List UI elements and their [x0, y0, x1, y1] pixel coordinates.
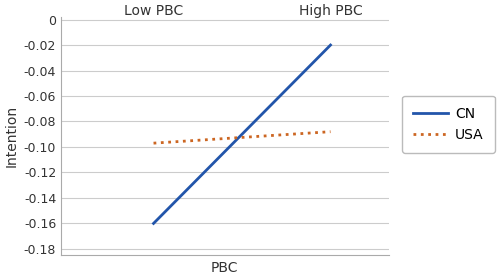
USA — [328, 130, 334, 133]
CN — [328, 43, 334, 47]
USA — [318, 131, 324, 134]
USA — [312, 131, 318, 134]
USA — [158, 141, 164, 144]
Legend: CN, USA: CN, USA — [402, 96, 494, 153]
Line: CN: CN — [154, 45, 330, 223]
Text: High PBC: High PBC — [298, 4, 362, 18]
CN — [150, 222, 156, 225]
USA — [150, 141, 156, 145]
Text: Low PBC: Low PBC — [124, 4, 183, 18]
X-axis label: PBC: PBC — [211, 261, 238, 275]
USA — [184, 139, 190, 143]
Y-axis label: Intention: Intention — [4, 105, 18, 167]
USA — [198, 138, 203, 142]
USA — [161, 141, 167, 144]
Line: USA: USA — [154, 132, 330, 143]
